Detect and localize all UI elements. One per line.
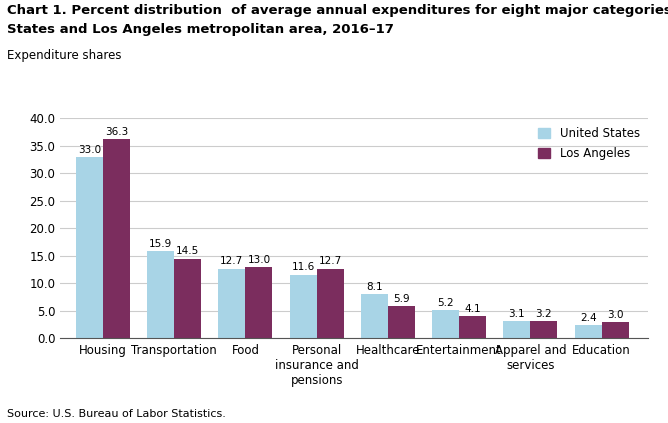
Text: 15.9: 15.9 [149,239,172,249]
Bar [75,157,103,338]
Bar [530,321,558,338]
Bar [174,259,201,338]
Text: 3.2: 3.2 [536,309,552,319]
Text: 8.1: 8.1 [366,282,383,292]
Text: 36.3: 36.3 [105,126,128,137]
Bar [103,139,130,338]
Text: 3.0: 3.0 [607,310,623,320]
Text: 13.0: 13.0 [247,255,271,265]
Bar [432,310,459,338]
Bar [361,294,388,338]
Text: 2.4: 2.4 [580,313,597,323]
Bar [317,269,344,338]
Text: 4.1: 4.1 [464,304,481,314]
Text: Expenditure shares: Expenditure shares [7,49,121,62]
Text: 33.0: 33.0 [77,145,101,155]
Bar [503,321,530,338]
Text: 14.5: 14.5 [176,247,199,256]
Bar [602,322,629,338]
Bar [147,251,174,338]
Text: Source: U.S. Bureau of Labor Statistics.: Source: U.S. Bureau of Labor Statistics. [7,409,226,419]
Legend: United States, Los Angeles: United States, Los Angeles [534,122,645,165]
Bar [218,269,245,338]
Text: 12.7: 12.7 [319,256,342,266]
Text: Chart 1. Percent distribution  of average annual expenditures for eight major ca: Chart 1. Percent distribution of average… [7,4,668,17]
Text: 3.1: 3.1 [508,309,525,319]
Text: 12.7: 12.7 [220,256,243,266]
Text: States and Los Angeles metropolitan area, 2016–17: States and Los Angeles metropolitan area… [7,23,393,36]
Bar [459,316,486,338]
Bar [388,306,415,338]
Text: 5.9: 5.9 [393,294,409,304]
Text: 5.2: 5.2 [438,298,454,308]
Bar [245,267,273,338]
Text: 11.6: 11.6 [291,262,315,272]
Bar [574,325,602,338]
Bar [289,275,317,338]
